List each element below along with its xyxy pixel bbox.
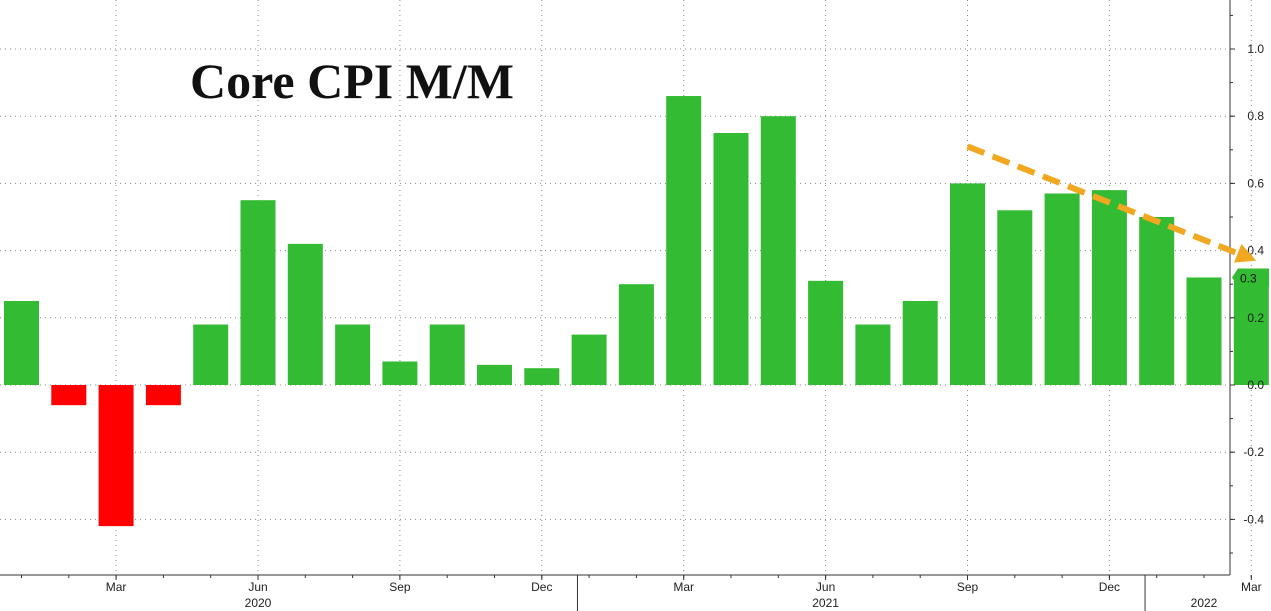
bar <box>382 361 418 385</box>
y-tick-label: -0.2 <box>1243 445 1264 459</box>
bar <box>1233 277 1269 385</box>
bar <box>1091 190 1127 385</box>
y-tick-label: 1.0 <box>1247 42 1264 56</box>
bar <box>1139 217 1175 385</box>
bar <box>855 324 891 385</box>
bar <box>760 116 796 385</box>
bar <box>193 324 229 385</box>
x-tick-label: Sep <box>957 580 979 594</box>
last-value-label: 0.3 <box>1240 271 1257 285</box>
trend-arrow-shaft <box>966 143 1239 257</box>
bar <box>808 280 844 385</box>
y-tick-label: 0.0 <box>1247 378 1264 392</box>
bar <box>997 210 1033 385</box>
last-value-badge <box>1232 268 1269 287</box>
bar <box>713 133 749 385</box>
x-tick-label: Sep <box>389 580 411 594</box>
bar <box>145 385 181 406</box>
x-tick-label: Mar <box>1241 580 1262 594</box>
bar <box>950 183 985 385</box>
bar <box>1186 277 1222 385</box>
bar <box>4 301 39 385</box>
y-tick-label: -0.4 <box>1243 512 1264 526</box>
x-tick-label: Mar <box>673 580 694 594</box>
bar <box>51 385 87 406</box>
y-tick-label: 0.6 <box>1247 176 1264 190</box>
x-tick-label: Mar <box>106 580 127 594</box>
bar <box>524 368 560 385</box>
bar <box>477 364 512 385</box>
bar <box>1044 193 1080 385</box>
x-year-label: 2022 <box>1191 596 1218 610</box>
bar <box>571 334 607 385</box>
bars <box>4 96 1269 527</box>
x-year-label: 2020 <box>245 596 272 610</box>
bar <box>666 96 702 385</box>
bar <box>902 301 938 385</box>
bar <box>240 200 276 385</box>
y-tick-label: 0.4 <box>1247 244 1264 258</box>
y-tick-label: 0.8 <box>1247 109 1264 123</box>
x-tick-label: Jun <box>248 580 267 594</box>
bar <box>429 324 465 385</box>
trend-arrow <box>966 143 1257 263</box>
bar <box>335 324 371 385</box>
x-year-label: 2021 <box>812 596 839 610</box>
x-tick-label: Dec <box>1099 580 1120 594</box>
bar <box>287 243 323 385</box>
chart-title: Core CPI M/M <box>190 53 514 109</box>
trend-arrow-head <box>1234 244 1257 263</box>
y-tick-label: 0.2 <box>1247 311 1264 325</box>
x-tick-label: Jun <box>816 580 835 594</box>
bar <box>98 385 134 527</box>
bar <box>618 284 654 385</box>
x-tick-label: Dec <box>531 580 552 594</box>
